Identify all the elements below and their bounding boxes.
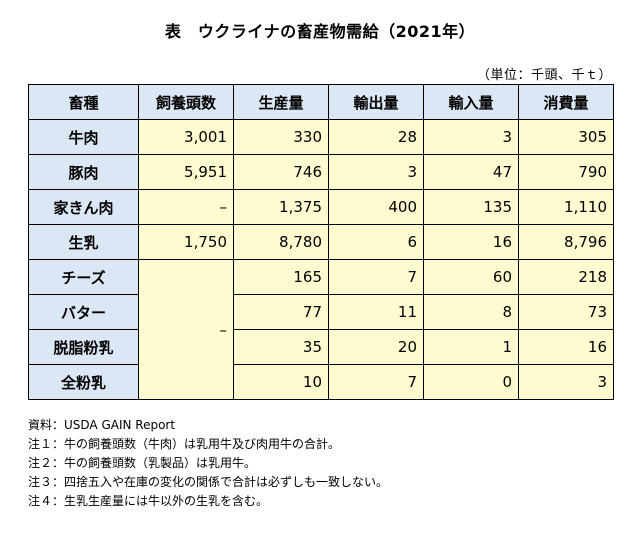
export-cell: 3 xyxy=(328,154,424,190)
dairy-head-count-cell: – xyxy=(138,259,234,400)
row-label: チーズ xyxy=(28,259,139,295)
note-1: 注１：牛の飼養頭数（牛肉）は乳用牛及び肉用牛の合計。 xyxy=(28,437,341,451)
head-count-cell: – xyxy=(138,189,234,225)
export-cell: 11 xyxy=(328,294,424,330)
row-label: バター xyxy=(28,294,139,330)
head-count-cell: 3,001 xyxy=(138,119,234,155)
table-title: 表 ウクライナの畜産物需給（2021年） xyxy=(164,22,476,41)
export-cell: 6 xyxy=(328,224,424,260)
production-cell: 8,780 xyxy=(233,224,329,260)
table-row: バター 77 11 8 73 xyxy=(28,294,614,330)
table-row: 家きん肉 – 1,375 400 135 1,110 xyxy=(28,189,614,225)
consumption-cell: 218 xyxy=(518,259,614,295)
import-cell: 8 xyxy=(423,294,519,330)
head-count-cell: 5,951 xyxy=(138,154,234,190)
header-livestock: 畜種 xyxy=(28,84,139,120)
row-label: 全粉乳 xyxy=(28,364,139,400)
import-cell: 0 xyxy=(423,364,519,400)
export-cell: 400 xyxy=(328,189,424,225)
import-cell: 135 xyxy=(423,189,519,225)
notes: 資料：USDA GAIN Report 注１：牛の飼養頭数（牛肉）は乳用牛及び肉… xyxy=(28,416,388,511)
production-cell: 10 xyxy=(233,364,329,400)
table-row: 脱脂粉乳 35 20 1 16 xyxy=(28,329,614,365)
consumption-cell: 8,796 xyxy=(518,224,614,260)
row-label: 家きん肉 xyxy=(28,189,139,225)
export-cell: 7 xyxy=(328,259,424,295)
export-cell: 20 xyxy=(328,329,424,365)
row-label: 牛肉 xyxy=(28,119,139,155)
table-header-row: 畜種 飼養頭数 生産量 輸出量 輸入量 消費量 xyxy=(28,84,614,120)
production-cell: 746 xyxy=(233,154,329,190)
production-cell: 165 xyxy=(233,259,329,295)
row-label: 脱脂粉乳 xyxy=(28,329,139,365)
row-label: 生乳 xyxy=(28,224,139,260)
note-3: 注３：四捨五入や在庫の変化の関係で合計は必ずしも一致しない。 xyxy=(28,475,389,489)
production-cell: 77 xyxy=(233,294,329,330)
production-cell: 1,375 xyxy=(233,189,329,225)
table-row: 豚肉 5,951 746 3 47 790 xyxy=(28,154,614,190)
source-note: 資料：USDA GAIN Report xyxy=(28,418,176,432)
header-export: 輸出量 xyxy=(328,84,424,120)
table-row: チーズ – 165 7 60 218 xyxy=(28,259,614,400)
production-cell: 330 xyxy=(233,119,329,155)
consumption-cell: 3 xyxy=(518,364,614,400)
note-4: 注４：生乳生産量には牛以外の生乳を含む。 xyxy=(28,494,269,508)
unit-label: （単位：千頭、千ｔ） xyxy=(476,68,612,83)
consumption-cell: 305 xyxy=(518,119,614,155)
import-cell: 1 xyxy=(423,329,519,365)
export-cell: 7 xyxy=(328,364,424,400)
header-consumption: 消費量 xyxy=(518,84,614,120)
table-row: 全粉乳 10 7 0 3 xyxy=(28,364,614,400)
head-count-cell: 1,750 xyxy=(138,224,234,260)
row-label: 豚肉 xyxy=(28,154,139,190)
table-row: 生乳 1,750 8,780 6 16 8,796 xyxy=(28,224,614,260)
consumption-cell: 790 xyxy=(518,154,614,190)
header-head-count: 飼養頭数 xyxy=(138,84,234,120)
header-production: 生産量 xyxy=(233,84,329,120)
consumption-cell: 1,110 xyxy=(518,189,614,225)
import-cell: 3 xyxy=(423,119,519,155)
table-row: 牛肉 3,001 330 28 3 305 xyxy=(28,119,614,155)
import-cell: 47 xyxy=(423,154,519,190)
export-cell: 28 xyxy=(328,119,424,155)
supply-demand-table: 畜種 飼養頭数 生産量 輸出量 輸入量 消費量 牛肉 3,001 330 28 … xyxy=(28,84,614,400)
consumption-cell: 73 xyxy=(518,294,614,330)
import-cell: 16 xyxy=(423,224,519,260)
import-cell: 60 xyxy=(423,259,519,295)
note-2: 注２：牛の飼養頭数（乳製品）は乳用牛。 xyxy=(28,456,257,470)
production-cell: 35 xyxy=(233,329,329,365)
consumption-cell: 16 xyxy=(518,329,614,365)
header-import: 輸入量 xyxy=(423,84,519,120)
